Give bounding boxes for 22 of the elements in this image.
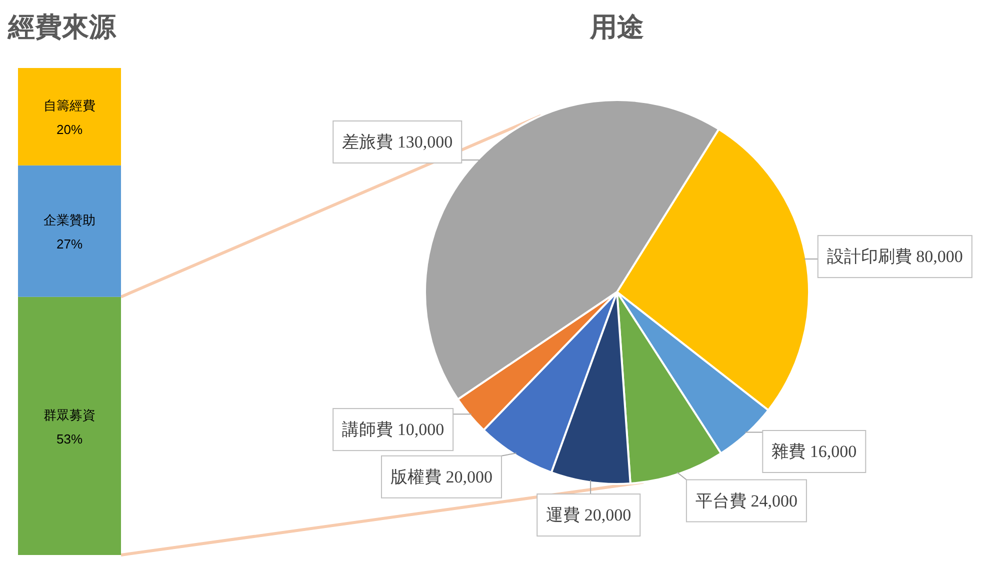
data-label: 差旅費 130,000 (332, 120, 462, 164)
slice-label: 運費 20,000 (546, 506, 632, 525)
chart-title: 用途 (589, 12, 644, 42)
slice-label: 版權費 20,000 (390, 467, 492, 486)
data-label: 運費 20,000 (536, 494, 641, 537)
series-label: 自籌經費 (44, 98, 96, 114)
data-label: 雜費 16,000 (762, 430, 866, 473)
slice-label: 差旅費 130,000 (342, 132, 453, 152)
chart-title: 經費來源 (7, 12, 117, 42)
data-label: 講師費 10,000 (332, 408, 454, 452)
data-label: 53% (56, 431, 83, 446)
series-label: 群眾募資 (44, 407, 96, 422)
data-label: 設計印刷費 80,000 (817, 235, 972, 278)
slice-label: 講師費 10,000 (342, 420, 444, 440)
slice-label: 平台費 24,000 (695, 491, 798, 510)
data-label: 平台費 24,000 (686, 479, 807, 522)
data-label: 20% (56, 122, 83, 138)
data-label: 版權費 20,000 (380, 455, 502, 498)
slice-label: 雜費 16,000 (772, 442, 857, 462)
data-label: 27% (56, 236, 83, 252)
series-label: 企業贊助 (44, 212, 96, 228)
slice-label: 設計印刷費 80,000 (826, 247, 963, 266)
